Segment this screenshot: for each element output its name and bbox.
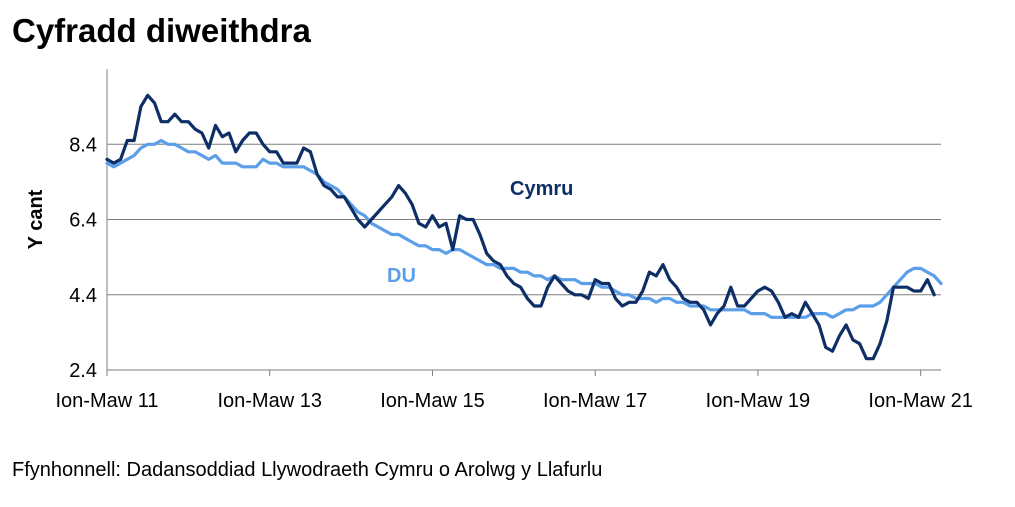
series-label-du: DU bbox=[387, 265, 416, 287]
x-tick-label-1: Ion-Maw 13 bbox=[217, 390, 322, 412]
x-tick-label-4: Ion-Maw 19 bbox=[706, 390, 811, 412]
x-tick-label-2: Ion-Maw 15 bbox=[380, 390, 485, 412]
unemployment-line-chart: 2.44.46.48.4 Ion-Maw 11 Ion-Maw 13 Ion-Maw… bbox=[25, 69, 973, 412]
y-tick-label-1: 4.4 bbox=[69, 285, 97, 307]
y-axis-label: Y cant bbox=[25, 189, 47, 249]
source-note: Ffynhonnell: Dadansoddiad Llywodraeth Cy… bbox=[12, 459, 603, 481]
y-tick-label-3: 8.4 bbox=[69, 134, 97, 156]
x-ticks bbox=[106, 370, 922, 376]
series-label-cymru: Cymru bbox=[510, 178, 573, 200]
x-tick-label-0: Ion-Maw 11 bbox=[55, 390, 158, 412]
x-tick-label-5: Ion-Maw 21 bbox=[868, 390, 973, 412]
chart-title: Cyfradd diweithdra bbox=[12, 12, 311, 49]
y-tick-label-2: 6.4 bbox=[69, 210, 97, 232]
series-line-du bbox=[105, 138, 943, 319]
series-lines bbox=[105, 93, 943, 361]
x-tick-label-3: Ion-Maw 17 bbox=[543, 390, 648, 412]
y-tick-label-0: 2.4 bbox=[69, 360, 97, 382]
x-tick-labels: Ion-Maw 11 Ion-Maw 13 Ion-Maw 15 Ion-Maw 17… bbox=[55, 390, 972, 412]
series-line-cymru bbox=[105, 93, 936, 361]
y-tick-labels: 2.4 4.4 6.4 8.4 bbox=[69, 134, 97, 382]
